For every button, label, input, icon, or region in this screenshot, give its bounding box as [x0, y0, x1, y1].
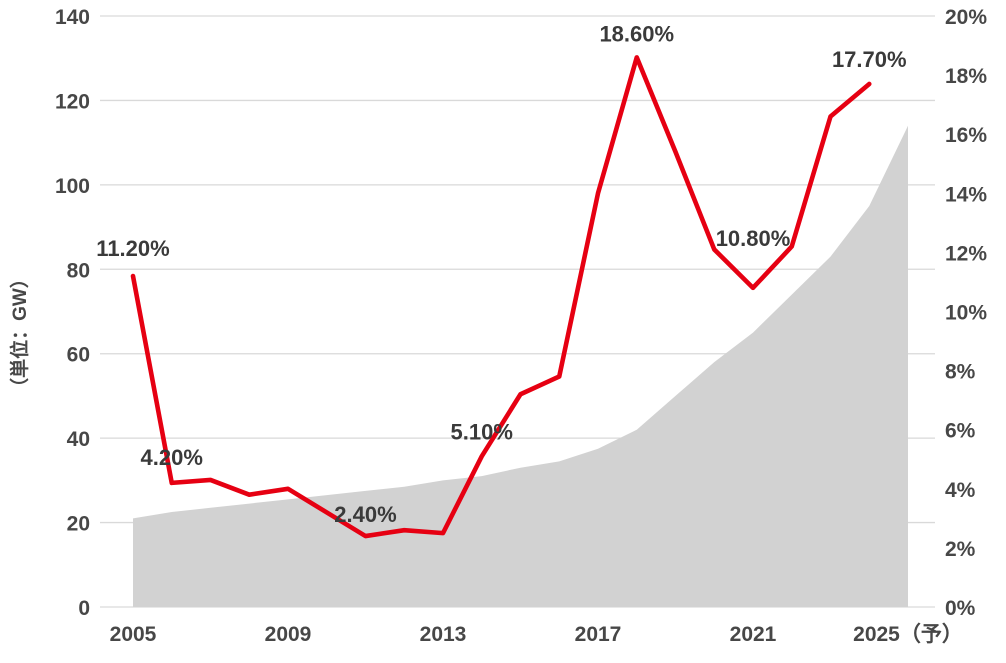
line-series-growth-rate [130, 55, 872, 539]
x-axis-tick-label: 2017 [575, 623, 622, 646]
x-axis-tick-label: 2021 [730, 623, 777, 646]
right-axis-tick-label: 8% [945, 361, 976, 384]
left-axis-tick-label: 40 [67, 428, 90, 451]
left-axis-tick-label: 60 [67, 344, 90, 367]
x-axis-tick-label: 2025（予） [853, 622, 963, 646]
left-axis-tick-label: 120 [55, 90, 90, 113]
data-label: 5.10% [451, 419, 513, 444]
right-axis-tick-label: 2% [945, 538, 976, 561]
left-axis-tick-label: 140 [55, 6, 90, 29]
data-label: 17.70% [832, 47, 907, 72]
area-series-capacity [133, 125, 908, 607]
right-axis-tick-label: 12% [945, 242, 987, 265]
right-axis-tick-label: 16% [945, 124, 987, 147]
left-axis-tick-label: 20 [67, 513, 90, 536]
data-label: 4.20% [141, 445, 203, 470]
data-label: 10.80% [716, 226, 791, 251]
right-axis-tick-label: 18% [945, 65, 987, 88]
right-axis-tick-label: 6% [945, 420, 976, 443]
left-axis-tick-label: 0 [78, 597, 90, 620]
left-axis-tick-label: 80 [67, 259, 90, 282]
right-axis-tick-label: 4% [945, 479, 976, 502]
right-axis-tick-label: 0% [945, 597, 976, 620]
right-axis-tick-label: 20% [945, 6, 987, 29]
x-axis-tick-label: 2005 [110, 623, 157, 646]
x-axis-tick-label: 2009 [265, 623, 312, 646]
data-label: 11.20% [96, 236, 169, 261]
data-label: 18.60% [599, 21, 674, 46]
right-axis-tick-label: 10% [945, 302, 987, 325]
left-axis-tick-label: 100 [55, 175, 90, 198]
right-axis-tick-label: 14% [945, 183, 987, 206]
data-label: 2.40% [334, 502, 396, 527]
x-axis-tick-label: 2013 [420, 623, 467, 646]
